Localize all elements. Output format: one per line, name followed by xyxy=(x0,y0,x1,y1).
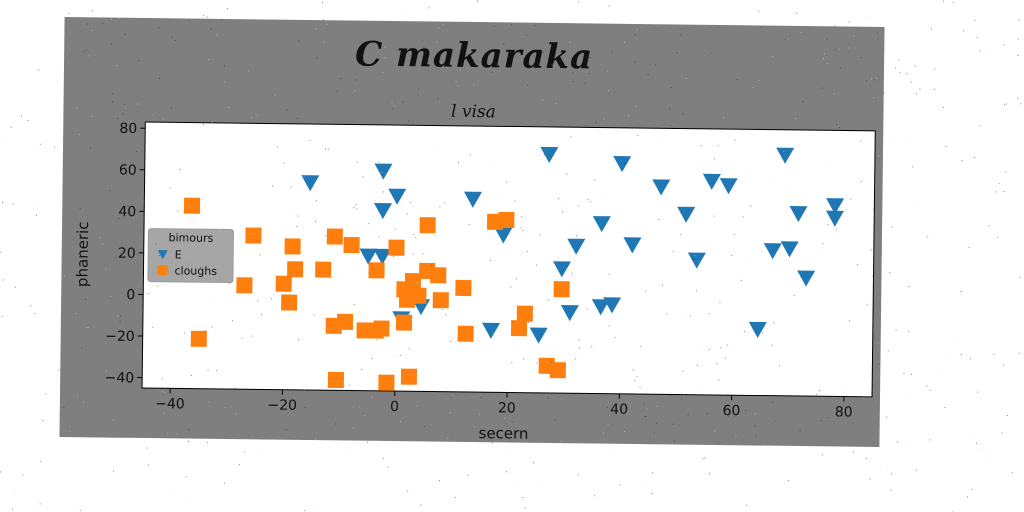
data-point-cloughs xyxy=(455,279,472,297)
data-point-e xyxy=(529,327,548,344)
x-tick-label: 20 xyxy=(498,400,516,416)
data-point-cloughs xyxy=(410,287,427,304)
data-point-cloughs xyxy=(245,227,262,244)
data-point-cloughs xyxy=(336,313,354,330)
data-point-e xyxy=(797,270,816,287)
data-point-cloughs xyxy=(516,305,533,322)
data-point-e xyxy=(623,237,642,254)
y-tick-label: 40 xyxy=(118,204,136,220)
data-point-cloughs xyxy=(236,277,253,294)
data-point-cloughs xyxy=(287,261,304,278)
data-point-e xyxy=(540,146,559,163)
data-point-e xyxy=(603,297,622,314)
data-point-cloughs xyxy=(284,238,301,255)
data-point-e xyxy=(687,252,706,269)
data-point-e xyxy=(748,321,767,338)
y-tick-label: 0 xyxy=(126,287,135,303)
chart-figure: C makaraka l visa −40 −20 0 20 40 60 80 −40 −20… xyxy=(59,17,885,447)
data-point-cloughs xyxy=(430,267,447,284)
scatter-plot: −40 −20 0 20 40 60 80 −40 −20 0 20 40 60 80 secern p… xyxy=(73,121,876,443)
data-point-e xyxy=(776,147,795,164)
data-point-cloughs xyxy=(343,236,360,254)
plot-area xyxy=(141,121,876,398)
legend-entry-e: E xyxy=(157,246,182,262)
data-point-e xyxy=(494,227,513,244)
x-tick-label: 80 xyxy=(835,404,853,420)
data-point-e xyxy=(567,238,586,255)
y-tick-label: 60 xyxy=(119,162,137,178)
data-point-cloughs xyxy=(549,362,566,379)
data-point-e xyxy=(613,156,632,173)
data-point-e xyxy=(780,241,799,258)
data-point-cloughs xyxy=(315,261,332,278)
data-point-cloughs xyxy=(190,330,207,347)
x-tick-label: 60 xyxy=(722,403,740,419)
data-point-cloughs xyxy=(419,217,436,234)
x-tick-label: −40 xyxy=(155,396,185,412)
data-point-cloughs xyxy=(498,211,515,229)
data-point-e xyxy=(374,163,393,180)
data-point-cloughs xyxy=(432,292,449,309)
legend-title: bimours xyxy=(168,231,214,245)
y-tick-label: 80 xyxy=(119,121,137,137)
data-point-e xyxy=(702,173,721,190)
data-point-e xyxy=(359,248,378,265)
data-point-cloughs xyxy=(388,239,405,256)
data-point-e xyxy=(301,175,320,192)
triangle-marker-icon xyxy=(157,250,168,260)
legend: bimours E cloughs xyxy=(147,228,235,284)
data-point-e xyxy=(482,322,501,339)
data-point-cloughs xyxy=(373,320,390,337)
y-tick-label: −40 xyxy=(105,370,135,386)
data-point-e xyxy=(388,188,407,205)
square-marker-icon xyxy=(157,265,168,276)
data-point-cloughs xyxy=(326,228,343,245)
data-point-cloughs xyxy=(510,320,528,337)
data-point-e xyxy=(677,206,696,223)
data-point-e xyxy=(789,206,808,223)
y-axis-label: phaneric xyxy=(73,221,92,287)
data-point-e xyxy=(374,203,392,220)
x-tick-label: −20 xyxy=(267,398,297,414)
y-tick-label: 20 xyxy=(118,246,136,262)
data-point-e xyxy=(591,299,610,316)
data-point-cloughs xyxy=(404,273,422,290)
data-point-cloughs xyxy=(457,325,474,342)
data-point-e xyxy=(552,261,571,278)
data-point-e xyxy=(763,243,782,260)
legend-entry-cloughs: cloughs xyxy=(156,262,217,279)
data-point-cloughs xyxy=(395,314,413,331)
legend-label-e: E xyxy=(174,247,182,261)
data-point-e xyxy=(719,178,738,195)
data-point-e xyxy=(826,198,845,215)
x-axis-label: secern xyxy=(478,424,528,443)
x-tick-label: 0 xyxy=(390,399,399,415)
data-point-cloughs xyxy=(378,374,395,391)
data-point-e xyxy=(373,248,392,265)
data-point-e xyxy=(652,179,671,196)
legend-label-cloughs: cloughs xyxy=(174,263,218,278)
data-point-cloughs xyxy=(400,368,418,385)
data-point-cloughs xyxy=(327,371,345,389)
data-point-e xyxy=(560,305,579,322)
data-point-cloughs xyxy=(368,262,385,279)
y-tick-label: −20 xyxy=(105,329,135,345)
x-tick-label: 40 xyxy=(610,402,628,418)
data-point-e xyxy=(592,216,611,233)
data-point-e xyxy=(825,210,844,227)
data-point-e xyxy=(463,191,482,208)
data-point-cloughs xyxy=(553,281,570,298)
data-point-cloughs xyxy=(275,275,292,292)
data-point-cloughs xyxy=(281,294,298,311)
data-point-cloughs xyxy=(183,197,201,214)
